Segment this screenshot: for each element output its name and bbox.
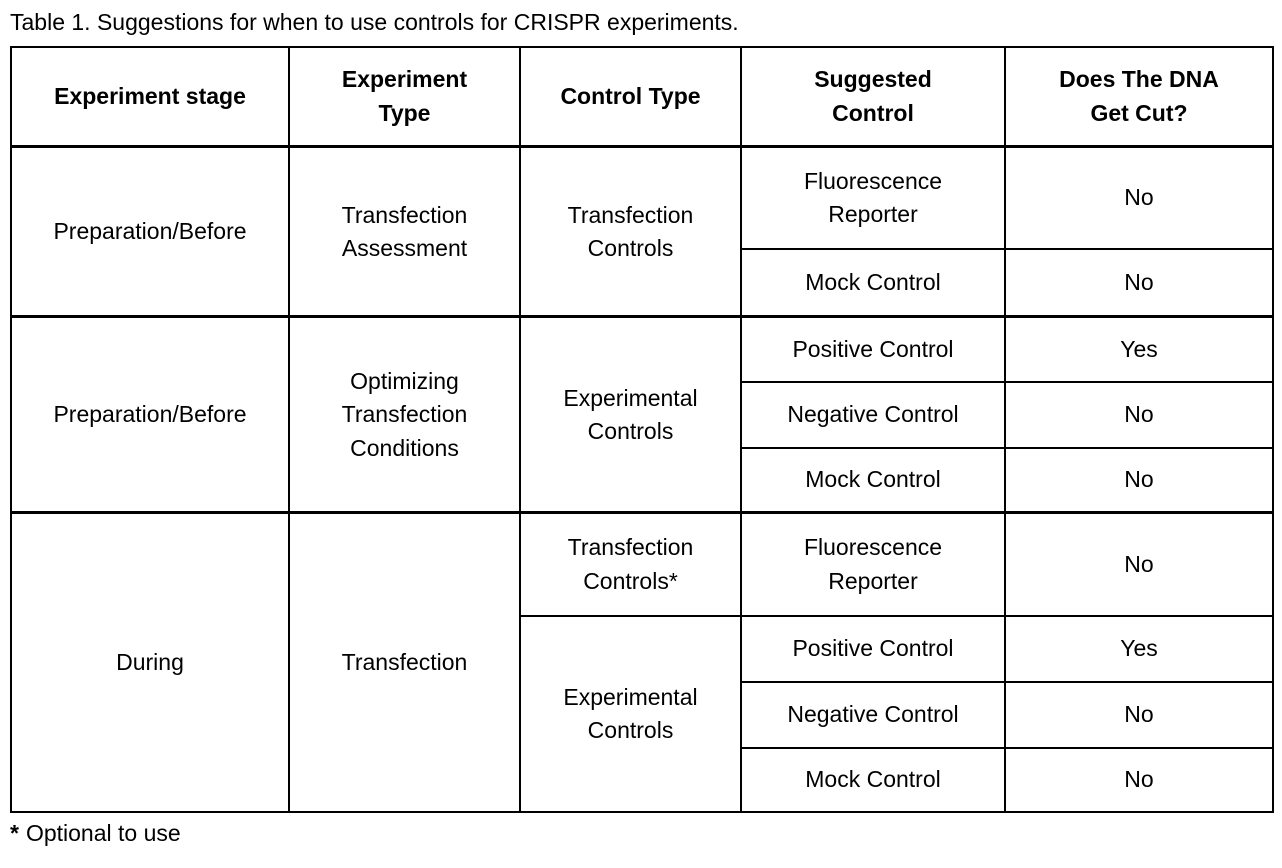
cell-suggested-control: Positive Control <box>740 315 1006 383</box>
crispr-controls-table: Experiment stage Experiment Type Control… <box>10 45 1274 813</box>
cell-suggested-control: Fluorescence Reporter <box>740 145 1006 250</box>
cell-control-type: Experimental Controls <box>519 315 742 514</box>
cell-suggested-control: Mock Control <box>740 446 1006 514</box>
cell-dna-cut-answer: No <box>1004 380 1274 449</box>
cell-experiment-type: Optimizing Transfection Conditions <box>288 315 521 514</box>
footnote: * Optional to use <box>10 820 1272 847</box>
cell-suggested-control: Negative Control <box>740 680 1006 749</box>
col-header-dna-cut: Does The DNA Get Cut? <box>1004 45 1274 149</box>
table-row: During Transfection Transfection Control… <box>10 511 1274 813</box>
cell-experiment-type: Transfection <box>288 511 521 813</box>
table-row: Mock Control No <box>11 247 1274 318</box>
col-header-control-type: Control Type <box>519 45 742 149</box>
table-row: Negative Control No <box>11 380 1274 449</box>
table-caption: Table 1. Suggestions for when to use con… <box>10 9 739 35</box>
cell-dna-cut-answer: No <box>1004 511 1274 617</box>
table-row: Preparation/Before Optimizing Transfecti… <box>10 315 1274 514</box>
cell-suggested-control: Positive Control <box>740 614 1006 683</box>
cell-control-type: Transfection Controls <box>519 145 742 318</box>
cell-suggested-control: Fluorescence Reporter <box>740 511 1006 617</box>
col-header-experiment-stage: Experiment stage <box>10 45 290 149</box>
table-row: Negative Control No <box>11 680 1274 749</box>
cell-experiment-stage: Preparation/Before <box>10 145 290 318</box>
table-row: Preparation/Before Transfection Assessme… <box>10 145 1274 318</box>
cell-control-type: Transfection Controls* <box>519 511 742 617</box>
table-row: Experimental Controls Positive Control Y… <box>11 614 1274 813</box>
footnote-text: Optional to use <box>25 819 181 846</box>
cell-experiment-stage: Preparation/Before <box>10 315 290 514</box>
header-row: Experiment stage Experiment Type Control… <box>10 45 1274 149</box>
cell-experiment-stage: During <box>10 511 290 813</box>
footnote-marker: * <box>10 819 19 846</box>
cell-dna-cut-answer: No <box>1004 746 1274 813</box>
table-row: Mock Control No <box>11 746 1274 813</box>
cell-dna-cut-answer: No <box>1004 145 1274 250</box>
cell-experiment-type: Transfection Assessment <box>288 145 521 318</box>
cell-dna-cut-answer: No <box>1004 680 1274 749</box>
table-row: Mock Control No <box>11 446 1274 514</box>
cell-control-type: Experimental Controls <box>519 614 742 813</box>
cell-suggested-control: Negative Control <box>740 380 1006 449</box>
cell-dna-cut-answer: No <box>1004 446 1274 514</box>
cell-suggested-control: Mock Control <box>740 247 1006 318</box>
col-header-experiment-type: Experiment Type <box>288 45 521 149</box>
cell-suggested-control: Mock Control <box>740 746 1006 813</box>
col-header-suggested-control: Suggested Control <box>740 45 1006 149</box>
cell-dna-cut-answer: Yes <box>1004 614 1274 683</box>
cell-dna-cut-answer: Yes <box>1004 315 1274 383</box>
cell-dna-cut-answer: No <box>1004 247 1274 318</box>
